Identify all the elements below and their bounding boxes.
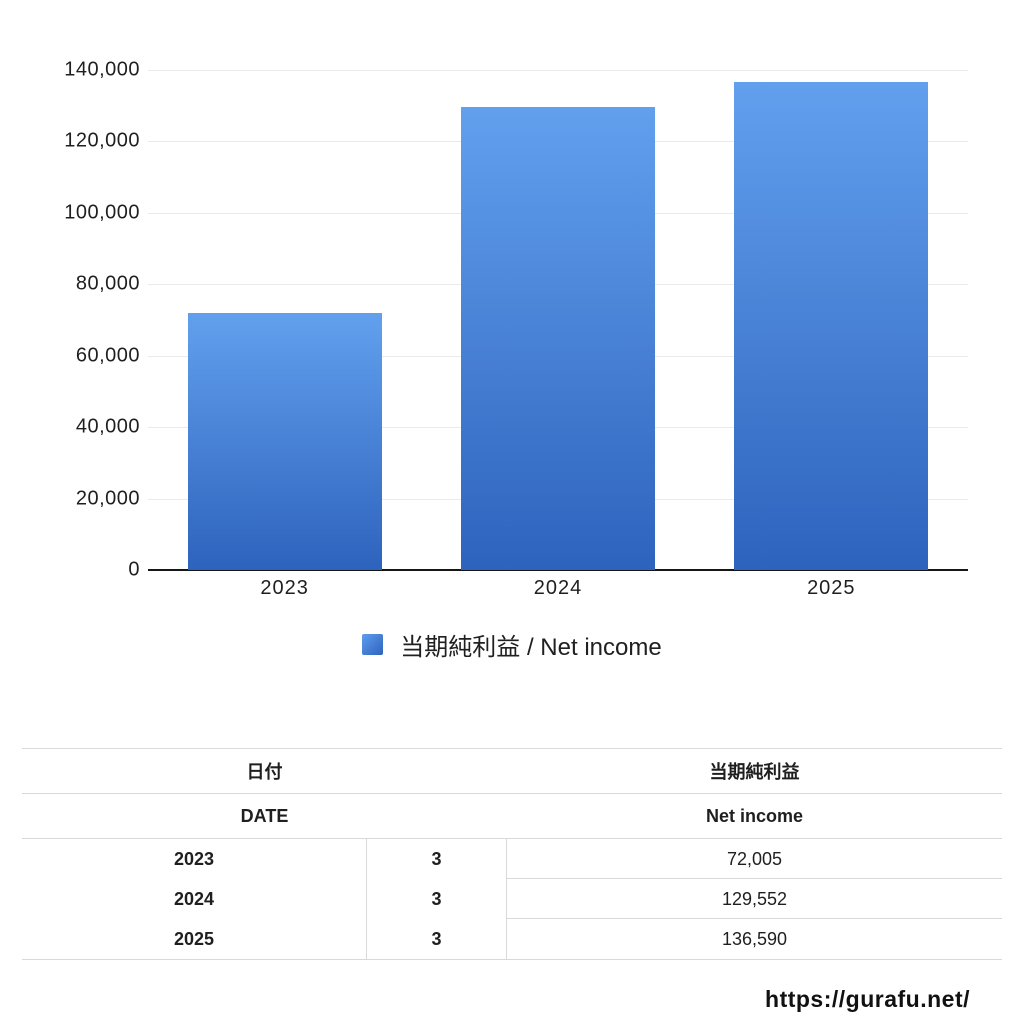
site-url: https://gurafu.net/ xyxy=(765,986,970,1012)
table-row-2024-month: 3 xyxy=(367,879,507,919)
y-tick-label-0: 0 xyxy=(128,558,140,581)
table-row-2024-value: 129,552 xyxy=(507,879,1002,919)
table-row-2025-month: 3 xyxy=(367,919,507,959)
bar-2023 xyxy=(187,312,382,570)
header-value-en: Net income xyxy=(705,805,804,826)
bar-2024 xyxy=(461,107,655,570)
bar-2025 xyxy=(734,82,929,570)
table-row-2024-year: 2024 xyxy=(22,879,367,919)
table-row-2025-year: 2025 xyxy=(22,919,367,959)
table-row-2023-month: 3 xyxy=(367,839,507,879)
x-axis-labels: 2023 2024 2025 xyxy=(148,577,968,603)
table-body: 2023 3 72,005 2024 3 129,552 2025 3 136,590 xyxy=(22,839,1002,959)
y-tick-label-80000: 80,000 xyxy=(75,272,140,295)
table-row-2023-value: 72,005 xyxy=(507,839,1002,879)
y-tick-label-60000: 60,000 xyxy=(75,344,140,367)
y-tick-label-100000: 100,000 xyxy=(64,201,140,224)
data-table: 日付 当期純利益 DATE Net income 2023 3 72,005 2024… xyxy=(22,748,1002,960)
x-tick-label-2024: 2024 xyxy=(533,577,583,599)
gridline-140000 xyxy=(148,70,968,71)
y-tick-label-140000: 140,000 xyxy=(64,58,140,81)
table-row-2025-value: 136,590 xyxy=(721,929,788,949)
y-tick-label-120000: 120,000 xyxy=(64,129,140,152)
legend-label: 当期純利益 / Net income xyxy=(400,634,662,661)
legend-swatch-icon xyxy=(362,634,384,655)
x-tick-label-2023: 2023 xyxy=(260,577,309,599)
y-axis-labels: 0 20,000 40,000 60,000 80,000 100,000 120,000 1… xyxy=(0,59,140,581)
chart-legend: 当期純利益 / Net income xyxy=(0,627,1024,662)
x-axis-line xyxy=(148,569,968,571)
header-value-jp: 当期純利益 xyxy=(709,762,800,782)
x-tick-label-2025: 2025 xyxy=(807,577,856,599)
y-tick-label-40000: 40,000 xyxy=(75,415,140,438)
header-date-jp: 日付 xyxy=(246,762,283,782)
table-header-row-jp: 日付 当期純利益 xyxy=(22,749,1002,794)
bar-chart-plot-area xyxy=(148,70,968,571)
header-date-en: DATE xyxy=(240,805,289,826)
table-row-2023-year: 2023 xyxy=(22,839,367,879)
table-header-row-en: DATE Net income xyxy=(22,794,1002,839)
y-tick-label-20000: 20,000 xyxy=(75,487,140,510)
